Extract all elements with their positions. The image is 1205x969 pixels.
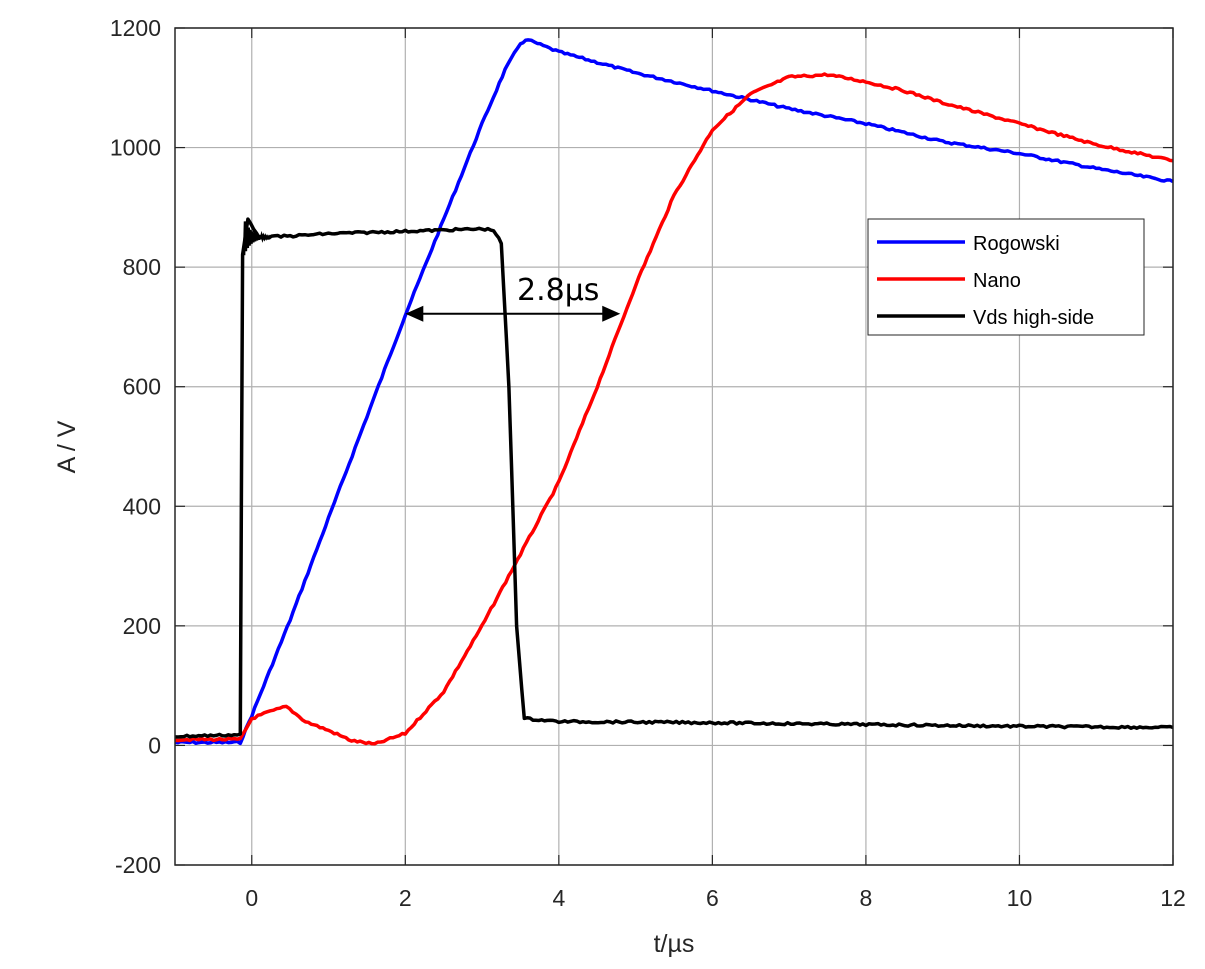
x-tick-label: 2 [399,885,412,911]
y-tick-label: 600 [123,374,161,400]
legend-label-rogowski: Rogowski [973,233,1060,255]
time-delay-annotation: 2.8µs [405,273,621,322]
x-tick-label: 8 [860,885,873,911]
legend-label-nano: Nano [973,270,1021,292]
annotation-label: 2.8µs [517,273,599,308]
x-tick-labels: 0 2 4 6 8 10 12 [245,885,1185,911]
legend: Rogowski Nano Vds high-side [867,218,1145,336]
y-tick-label: 1000 [110,135,161,161]
vds-ringing [242,221,272,256]
legend-label-vds: Vds high-side [973,307,1094,329]
x-tick-label: 4 [552,885,565,911]
data-series [174,38,1174,746]
series-vds-high-side [174,217,1174,739]
y-tick-label: 800 [123,254,161,280]
series-rogowski [174,38,1174,746]
x-axis-label: t/µs [654,930,695,958]
plot-frame [174,27,1174,866]
y-tick-label: 400 [123,493,161,519]
y-tick-label: 200 [123,613,161,639]
x-tick-label: 10 [1007,885,1033,911]
y-tick-label: -200 [115,852,161,878]
x-tick-label: 12 [1160,885,1186,911]
double-arrow-icon [405,305,621,322]
x-tick-label: 6 [706,885,719,911]
y-tick-labels: -200 0 200 400 600 800 1000 1200 [110,15,161,878]
y-axis-label: A / V [53,420,81,473]
axis-ticks [175,27,1174,866]
series-nano [174,72,1174,746]
x-tick-label: 0 [245,885,258,911]
y-tick-label: 0 [148,732,161,758]
y-tick-label: 1200 [110,15,161,41]
